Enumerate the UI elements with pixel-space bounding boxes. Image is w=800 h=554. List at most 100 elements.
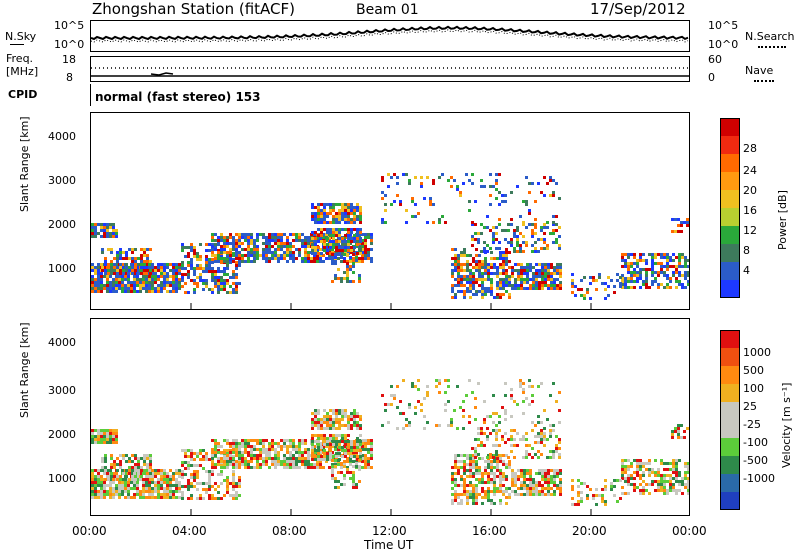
- velocity-cell: [687, 489, 689, 492]
- velocity-cell: [478, 493, 481, 496]
- velocity-cell: [178, 475, 181, 478]
- power-cell: [146, 254, 149, 257]
- velocity-cell: [94, 496, 97, 499]
- power-ylabel: Slant Range [km]: [18, 116, 31, 212]
- power-cell: [583, 297, 586, 300]
- velocity-cell: [97, 432, 100, 435]
- power-cell: [537, 238, 540, 241]
- power-cell: [181, 279, 184, 282]
- velocity-cell: [329, 452, 332, 455]
- velocity-cell: [680, 436, 683, 439]
- power-cell: [320, 231, 323, 234]
- velocity-cell: [313, 463, 316, 466]
- power-cell: [520, 281, 523, 284]
- power-cell: [508, 293, 511, 296]
- power-cell: [232, 282, 235, 285]
- power-cell: [235, 254, 238, 257]
- power-cell: [535, 269, 538, 272]
- power-cell: [295, 248, 298, 251]
- velocity-cell: [175, 472, 178, 475]
- velocity-cell: [493, 466, 496, 469]
- velocity-cell: [469, 493, 472, 496]
- power-cell: [681, 283, 684, 286]
- velocity-cell: [320, 446, 323, 449]
- power-cell: [193, 267, 196, 270]
- velocity-cell: [172, 475, 175, 478]
- power-cell: [547, 284, 550, 287]
- power-cell: [229, 251, 232, 254]
- velocity-cell: [501, 438, 504, 441]
- power-cell: [675, 265, 678, 268]
- velocity-cell: [627, 483, 630, 486]
- velocity-cell: [493, 493, 496, 496]
- velocity-cell: [352, 480, 355, 483]
- velocity-cell: [532, 493, 535, 496]
- power-cell: [438, 218, 441, 221]
- velocity-cell: [301, 454, 304, 457]
- power-cell: [526, 269, 529, 272]
- power-cell: [466, 281, 469, 284]
- velocity-cell: [681, 480, 684, 483]
- velocity-cell: [226, 457, 229, 460]
- power-cell: [311, 203, 314, 206]
- velocity-cell: [454, 457, 457, 460]
- power-cell: [220, 245, 223, 248]
- velocity-cell: [178, 490, 181, 493]
- velocity-cell: [154, 490, 157, 493]
- velocity-cell: [556, 484, 559, 487]
- velocity-cell: [214, 451, 217, 454]
- velocity-cell: [654, 471, 657, 474]
- power-cell: [256, 245, 259, 248]
- power-cell: [471, 238, 474, 241]
- velocity-cb-label: Velocity [m s⁻¹]: [780, 382, 793, 468]
- velocity-cell: [337, 463, 340, 466]
- velocity-cell: [492, 444, 495, 447]
- velocity-cell: [283, 463, 286, 466]
- power-cell: [359, 218, 362, 221]
- velocity-cell: [627, 492, 630, 495]
- velocity-cell: [329, 449, 332, 452]
- power-cell: [510, 191, 513, 194]
- velocity-cell: [307, 460, 310, 463]
- velocity-cell: [468, 421, 471, 424]
- power-cell: [454, 296, 457, 299]
- vel-cb-tick-minus25: -25: [743, 418, 761, 431]
- power-cell: [457, 290, 460, 293]
- power-cell: [543, 176, 546, 179]
- power-cell: [311, 252, 314, 255]
- velocity-cell: [262, 463, 265, 466]
- velocity-cell: [100, 496, 103, 499]
- power-cell: [157, 287, 160, 290]
- power-cell: [104, 257, 107, 260]
- power-cell: [317, 221, 320, 224]
- velocity-cell: [229, 461, 232, 464]
- velocity-cell: [411, 385, 414, 388]
- velocity-cell: [157, 490, 160, 493]
- power-cell: [223, 282, 226, 285]
- velocity-cell: [559, 493, 562, 496]
- power-cell: [543, 226, 546, 229]
- power-cell: [520, 287, 523, 290]
- power-cell: [232, 248, 235, 251]
- power-cell: [583, 276, 586, 279]
- velocity-cell: [648, 468, 651, 471]
- velocity-cell: [660, 480, 663, 483]
- power-cell: [313, 233, 316, 236]
- power-cell: [190, 243, 193, 246]
- power-cell: [250, 242, 253, 245]
- velocity-cell: [508, 463, 511, 466]
- velocity-cell: [109, 490, 112, 493]
- velocity-cell: [359, 424, 362, 427]
- velocity-cell: [319, 451, 322, 454]
- power-cell: [498, 173, 501, 176]
- power-cell: [247, 251, 250, 254]
- power-cell: [190, 279, 193, 282]
- velocity-cell: [100, 481, 103, 484]
- velocity-cell: [355, 451, 358, 454]
- velocity-cell: [205, 488, 208, 491]
- velocity-cell: [160, 478, 163, 481]
- power-cell: [106, 223, 109, 226]
- velocity-panel: [90, 318, 690, 516]
- velocity-cell: [519, 438, 522, 441]
- power-cell: [356, 237, 359, 240]
